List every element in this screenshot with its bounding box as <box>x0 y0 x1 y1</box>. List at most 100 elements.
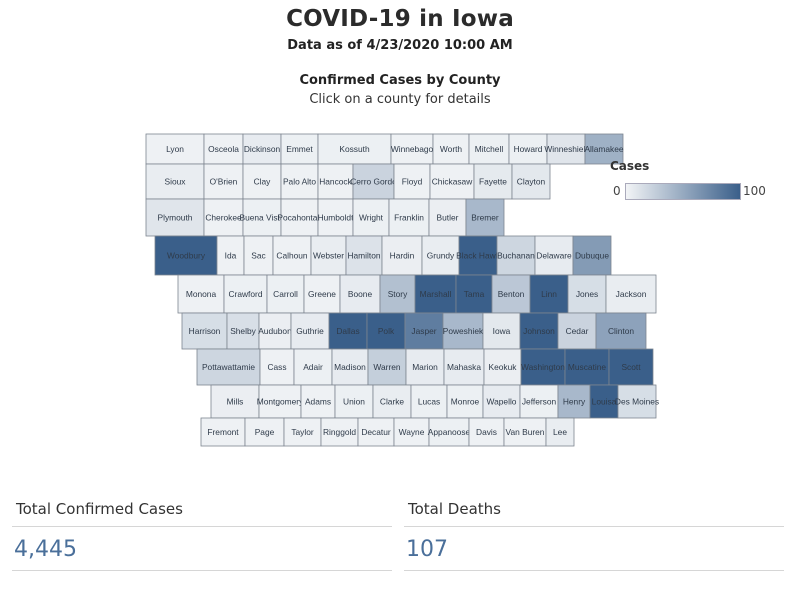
county-shape-marion[interactable] <box>405 348 445 386</box>
county-fremont[interactable]: Fremont <box>200 417 246 447</box>
county-shelby[interactable]: Shelby <box>226 312 260 350</box>
county-shape-winneshiek[interactable] <box>546 133 586 165</box>
county-shape-mitchell[interactable] <box>468 133 510 165</box>
county-shape-woodbury[interactable] <box>154 235 218 276</box>
county-shape-kossuth[interactable] <box>317 133 392 165</box>
county-shape-hamilton[interactable] <box>345 235 383 276</box>
county-shape-jasper[interactable] <box>404 312 444 350</box>
county-winneshiek[interactable]: Winneshiek <box>544 133 588 165</box>
county-shape-floyd[interactable] <box>393 163 431 200</box>
county-shape-des-moines[interactable] <box>617 384 657 419</box>
county-union[interactable]: Union <box>334 384 374 419</box>
county-shape-pocahontas[interactable] <box>280 198 319 237</box>
county-shape-mahaska[interactable] <box>443 348 485 386</box>
county-adams[interactable]: Adams <box>300 384 336 419</box>
county-howard[interactable]: Howard <box>508 133 548 165</box>
county-shape-plymouth[interactable] <box>145 198 205 237</box>
county-davis[interactable]: Davis <box>468 417 505 447</box>
county-shape-lucas[interactable] <box>410 384 448 419</box>
county-shape-dallas[interactable] <box>328 312 368 350</box>
county-plymouth[interactable]: Plymouth <box>145 198 205 237</box>
county-shape-fremont[interactable] <box>200 417 246 447</box>
county-shape-linn[interactable] <box>529 274 569 314</box>
county-humboldt[interactable]: Humboldt <box>318 198 355 237</box>
county-shape-dickinson[interactable] <box>242 133 282 165</box>
county-adair[interactable]: Adair <box>293 348 333 386</box>
county-shape-butler[interactable] <box>428 198 467 237</box>
county-van-buren[interactable]: Van Buren <box>503 417 547 447</box>
county-cerro-gordo[interactable]: Cerro Gordo <box>350 163 397 200</box>
county-lyon[interactable]: Lyon <box>145 133 205 165</box>
county-johnson[interactable]: Johnson <box>519 312 559 350</box>
county-tama[interactable]: Tama <box>455 274 493 314</box>
county-marshall[interactable]: Marshall <box>414 274 457 314</box>
county-shape-wapello[interactable] <box>482 384 521 419</box>
county-scott[interactable]: Scott <box>608 348 654 386</box>
county-shape-johnson[interactable] <box>519 312 559 350</box>
county-shape-dubuque[interactable] <box>572 235 612 276</box>
county-jasper[interactable]: Jasper <box>404 312 444 350</box>
county-muscatine[interactable]: Muscatine <box>564 348 610 386</box>
county-bremer[interactable]: Bremer <box>465 198 505 237</box>
county-louisa[interactable]: Louisa <box>589 384 619 419</box>
county-shape-adams[interactable] <box>300 384 336 419</box>
county-chickasaw[interactable]: Chickasaw <box>429 163 475 200</box>
county-shape-hancock[interactable] <box>317 163 354 200</box>
county-shape-warren[interactable] <box>367 348 407 386</box>
county-shape-sac[interactable] <box>243 235 274 276</box>
county-shape-page[interactable] <box>244 417 285 447</box>
county-clarke[interactable]: Clarke <box>372 384 412 419</box>
county-franklin[interactable]: Franklin <box>388 198 430 237</box>
county-shape-keokuk[interactable] <box>483 348 522 386</box>
county-o-brien[interactable]: O'Brien <box>203 163 244 200</box>
county-lee[interactable]: Lee <box>545 417 575 447</box>
county-appanoose[interactable]: Appanoose <box>428 417 471 447</box>
county-shape-washington[interactable] <box>520 348 566 386</box>
county-calhoun[interactable]: Calhoun <box>272 235 312 276</box>
county-shape-buena-vista[interactable] <box>242 198 282 237</box>
county-wayne[interactable]: Wayne <box>393 417 430 447</box>
county-shape-jefferson[interactable] <box>519 384 559 419</box>
county-page[interactable]: Page <box>244 417 285 447</box>
county-shape-scott[interactable] <box>608 348 654 386</box>
county-osceola[interactable]: Osceola <box>203 133 244 165</box>
county-shape-jackson[interactable] <box>605 274 657 314</box>
county-shape-osceola[interactable] <box>203 133 244 165</box>
county-wapello[interactable]: Wapello <box>482 384 521 419</box>
county-shape-bremer[interactable] <box>465 198 505 237</box>
county-webster[interactable]: Webster <box>310 235 347 276</box>
county-montgomery[interactable]: Montgomery <box>257 384 304 419</box>
county-clayton[interactable]: Clayton <box>511 163 551 200</box>
county-shape-wayne[interactable] <box>393 417 430 447</box>
county-shape-davis[interactable] <box>468 417 505 447</box>
county-hancock[interactable]: Hancock <box>317 163 354 200</box>
county-washington[interactable]: Washington <box>520 348 566 386</box>
county-guthrie[interactable]: Guthrie <box>290 312 330 350</box>
county-mills[interactable]: Mills <box>210 384 260 419</box>
county-linn[interactable]: Linn <box>529 274 569 314</box>
county-shape-cedar[interactable] <box>557 312 597 350</box>
county-shape-grundy[interactable] <box>421 235 460 276</box>
county-shape-taylor[interactable] <box>283 417 322 447</box>
county-ringgold[interactable]: Ringgold <box>320 417 359 447</box>
county-wright[interactable]: Wright <box>352 198 390 237</box>
county-shape-decatur[interactable] <box>357 417 395 447</box>
county-shape-allamakee[interactable] <box>584 133 624 165</box>
county-shape-madison[interactable] <box>331 348 369 386</box>
county-ida[interactable]: Ida <box>216 235 245 276</box>
county-shape-marshall[interactable] <box>414 274 457 314</box>
county-shape-adair[interactable] <box>293 348 333 386</box>
county-jackson[interactable]: Jackson <box>605 274 657 314</box>
county-shape-clarke[interactable] <box>372 384 412 419</box>
county-henry[interactable]: Henry <box>557 384 591 419</box>
county-shape-harrison[interactable] <box>181 312 228 350</box>
county-pocahontas[interactable]: Pocahontas <box>277 198 322 237</box>
county-shape-wright[interactable] <box>352 198 390 237</box>
county-shape-crawford[interactable] <box>223 274 268 314</box>
county-poweshiek[interactable]: Poweshiek <box>442 312 484 350</box>
county-shape-montgomery[interactable] <box>258 384 302 419</box>
county-delaware[interactable]: Delaware <box>534 235 574 276</box>
county-benton[interactable]: Benton <box>491 274 531 314</box>
county-shape-webster[interactable] <box>310 235 347 276</box>
county-shape-jones[interactable] <box>567 274 607 314</box>
